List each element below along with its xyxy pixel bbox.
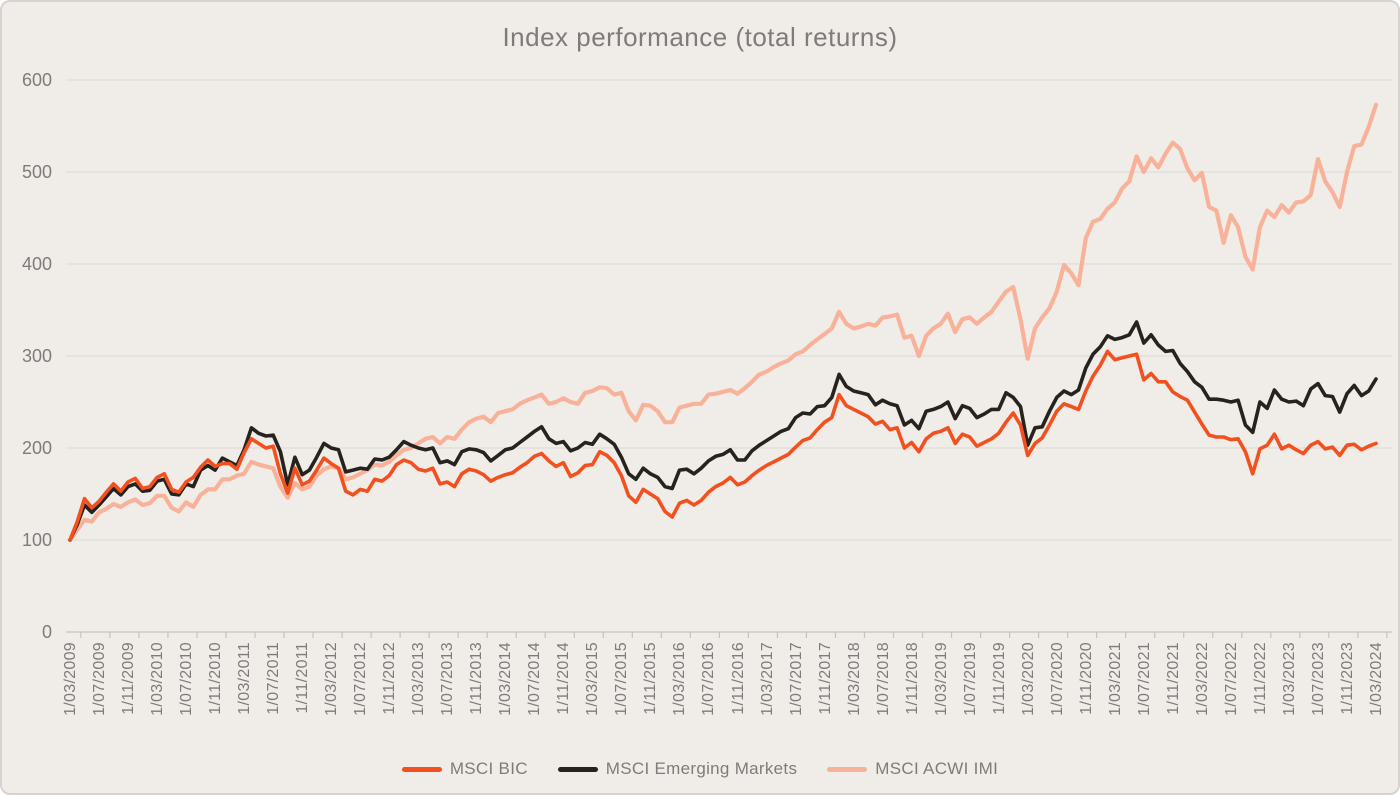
x-axis-label: 1/11/2009 bbox=[120, 642, 138, 715]
x-axis-label: 1/07/2011 bbox=[265, 642, 283, 715]
x-axis-label: 1/03/2010 bbox=[149, 642, 167, 716]
x-axis-label: 1/11/2014 bbox=[555, 642, 573, 715]
x-axis-label: 1/07/2009 bbox=[91, 642, 109, 716]
chart-legend: MSCI BIC MSCI Emerging Markets MSCI ACWI… bbox=[2, 752, 1398, 786]
legend-item-msci-bic[interactable]: MSCI BIC bbox=[401, 759, 528, 779]
y-axis-label: 100 bbox=[21, 530, 52, 550]
chart-title: Index performance (total returns) bbox=[502, 22, 898, 52]
x-axis-label: 1/03/2019 bbox=[932, 642, 950, 716]
y-axis-label: 600 bbox=[21, 70, 52, 90]
x-axis-label: 1/07/2012 bbox=[352, 642, 370, 716]
legend-label: MSCI BIC bbox=[449, 759, 528, 778]
legend-item-msci-emerging-markets[interactable]: MSCI Emerging Markets bbox=[557, 759, 798, 779]
x-axis-label: 1/07/2020 bbox=[1048, 642, 1066, 716]
x-axis-label: 1/03/2015 bbox=[584, 642, 602, 716]
x-axis-label: 1/11/2016 bbox=[729, 642, 747, 715]
x-axis-label: 1/11/2010 bbox=[207, 642, 225, 715]
x-axis-label: 1/07/2022 bbox=[1222, 642, 1240, 716]
legend-marker-msci-bic bbox=[401, 766, 442, 772]
x-axis-label: 1/11/2023 bbox=[1338, 642, 1356, 715]
x-axis-label: 1/03/2017 bbox=[758, 642, 776, 716]
x-axis-label: 1/07/2017 bbox=[787, 642, 805, 716]
x-axis-label: 1/07/2013 bbox=[439, 642, 457, 716]
x-axis-label: 1/03/2018 bbox=[845, 642, 863, 716]
x-axis-label: 1/03/2016 bbox=[671, 642, 689, 716]
x-axis-label: 1/11/2020 bbox=[1077, 642, 1095, 715]
x-axis-label: 1/03/2020 bbox=[1019, 642, 1037, 716]
legend-marker-msci-emerging-markets bbox=[557, 766, 598, 772]
x-axis-label: 1/07/2015 bbox=[613, 642, 631, 716]
x-axis-label: 1/11/2022 bbox=[1251, 642, 1269, 715]
x-axis-label: 1/11/2012 bbox=[381, 642, 399, 715]
x-axis-label: 1/11/2011 bbox=[294, 642, 312, 714]
x-axis-label: 1/11/2019 bbox=[990, 642, 1008, 715]
legend-label: MSCI ACWI IMI bbox=[875, 759, 999, 778]
x-axis-label: 1/03/2014 bbox=[497, 642, 515, 716]
x-axis-label: 1/11/2021 bbox=[1164, 642, 1182, 715]
series-line-msci-bic bbox=[68, 349, 1378, 542]
x-axis-label: 1/11/2013 bbox=[468, 642, 486, 715]
x-axis-label: 1/07/2019 bbox=[961, 642, 979, 716]
x-axis-label: 1/03/2013 bbox=[410, 642, 428, 716]
legend-marker-msci-acwi-imi bbox=[827, 766, 868, 772]
x-axis-label: 1/07/2023 bbox=[1309, 642, 1327, 716]
x-axis-label: 1/03/2021 bbox=[1106, 642, 1124, 716]
x-axis-label: 1/03/2024 bbox=[1368, 642, 1385, 716]
legend-item-msci-acwi-imi[interactable]: MSCI ACWI IMI bbox=[827, 759, 998, 779]
x-axis-label: 1/03/2009 bbox=[62, 642, 79, 716]
x-axis-label: 1/07/2010 bbox=[178, 642, 196, 716]
legend-label: MSCI Emerging Markets bbox=[605, 759, 798, 778]
y-axis-label: 300 bbox=[21, 346, 52, 366]
y-axis-label: 400 bbox=[21, 254, 52, 274]
y-axis-label: 200 bbox=[21, 438, 52, 458]
series-line-msci-acwi-imi bbox=[67, 102, 1379, 543]
x-axis-label: 1/03/2011 bbox=[236, 642, 254, 715]
x-axis-label: 1/11/2018 bbox=[903, 642, 921, 715]
x-axis-label: 1/07/2018 bbox=[874, 642, 892, 716]
x-axis-label: 1/03/2022 bbox=[1193, 642, 1211, 716]
x-axis-label: 1/07/2016 bbox=[700, 642, 718, 716]
series-line-msci-emerging-markets bbox=[68, 320, 1378, 542]
x-axis-label: 1/03/2023 bbox=[1280, 642, 1298, 716]
x-axis-label: 1/11/2017 bbox=[816, 642, 834, 715]
y-axis-label: 0 bbox=[41, 622, 52, 642]
x-axis-label: 1/03/2012 bbox=[323, 642, 341, 716]
y-axis-label: 500 bbox=[21, 162, 52, 182]
x-axis-label: 1/07/2014 bbox=[526, 642, 544, 716]
x-axis-label: 1/11/2015 bbox=[642, 642, 660, 715]
x-axis-label: 1/07/2021 bbox=[1135, 642, 1153, 716]
